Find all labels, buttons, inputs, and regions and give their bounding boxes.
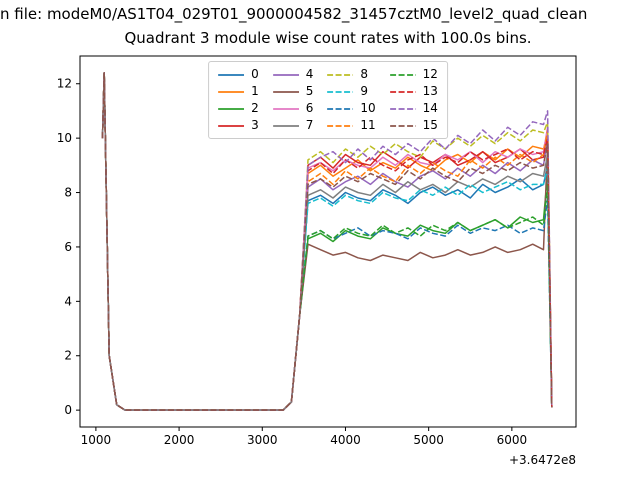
legend-line-sample <box>327 73 354 76</box>
x-tick-label: 1000 <box>81 433 112 447</box>
legend-line-sample <box>389 107 416 110</box>
legend-item-4: 4 <box>272 66 314 83</box>
legend-label-14: 14 <box>422 101 438 115</box>
legend-label-6: 6 <box>305 101 314 115</box>
legend-line-sample <box>218 107 245 110</box>
y-tick-label: 2 <box>64 349 72 363</box>
y-tick-label: 8 <box>64 186 72 200</box>
legend-line-sample <box>327 107 354 110</box>
legend-item-10: 10 <box>327 100 376 117</box>
legend-line-sample <box>272 90 299 93</box>
legend-label-8: 8 <box>360 67 368 81</box>
legend-label-13: 13 <box>422 84 438 98</box>
legend-line-sample <box>389 90 416 93</box>
y-tick-label: 12 <box>57 77 72 91</box>
legend-item-9: 9 <box>327 83 375 100</box>
y-tick-label: 0 <box>64 403 72 417</box>
legend-item-0: 0 <box>218 66 259 83</box>
legend-line-sample <box>218 124 245 127</box>
y-tick-label: 6 <box>64 240 72 254</box>
figure-title: n file: modeM0/AS1T04_029T01_9000004582_… <box>0 5 588 23</box>
y-tick-label: 4 <box>64 294 72 308</box>
legend-line-sample <box>218 90 245 93</box>
legend-label-2: 2 <box>251 101 259 115</box>
legend-line-sample <box>327 124 354 127</box>
legend-label-9: 9 <box>360 84 368 98</box>
legend-label-10: 10 <box>360 101 376 115</box>
legend: 0 1 2 3 4 5 6 7 8 9 10 11 12 13 14 15 <box>208 61 448 139</box>
legend-line-sample <box>327 90 354 93</box>
x-axis-offset-label: +3.6472e8 <box>509 453 576 467</box>
plot-title: Quadrant 3 module wise count rates with … <box>124 29 532 47</box>
legend-item-5: 5 <box>272 83 314 100</box>
legend-label-4: 4 <box>305 67 314 81</box>
legend-item-6: 6 <box>272 100 314 117</box>
legend-line-sample <box>218 73 245 76</box>
legend-item-3: 3 <box>218 117 259 134</box>
legend-label-12: 12 <box>422 67 438 81</box>
legend-label-5: 5 <box>305 84 314 98</box>
legend-label-7: 7 <box>305 118 314 132</box>
legend-line-sample <box>272 124 299 127</box>
legend-item-8: 8 <box>327 66 375 83</box>
legend-line-sample <box>389 124 416 127</box>
legend-line-sample <box>389 73 416 76</box>
legend-item-13: 13 <box>389 83 438 100</box>
x-tick-label: 5000 <box>413 433 444 447</box>
x-tick-label: 2000 <box>164 433 195 447</box>
series-line-15 <box>101 72 553 411</box>
legend-label-3: 3 <box>251 118 259 132</box>
legend-line-sample <box>272 73 299 76</box>
legend-item-14: 14 <box>389 100 438 117</box>
x-tick-label: 3000 <box>247 433 278 447</box>
legend-label-0: 0 <box>251 67 259 81</box>
legend-item-12: 12 <box>389 66 438 83</box>
legend-line-sample <box>272 107 299 110</box>
x-tick-label: 4000 <box>330 433 361 447</box>
legend-item-15: 15 <box>389 117 438 134</box>
y-tick-label: 10 <box>57 131 72 145</box>
axes-frame <box>79 55 577 428</box>
legend-label-15: 15 <box>422 118 438 132</box>
legend-item-11: 11 <box>327 117 376 134</box>
legend-label-1: 1 <box>251 84 259 98</box>
x-tick-label: 6000 <box>497 433 528 447</box>
legend-item-1: 1 <box>218 83 259 100</box>
legend-item-2: 2 <box>218 100 259 117</box>
legend-item-7: 7 <box>272 117 314 134</box>
legend-label-11: 11 <box>360 118 376 132</box>
